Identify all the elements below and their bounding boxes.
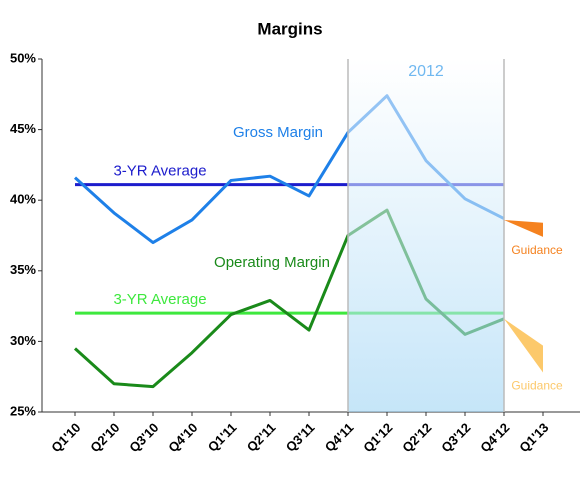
series-label: Operating Margin — [214, 254, 330, 271]
x-tick-label: Q3'10 — [126, 420, 161, 455]
x-tick-label: Q3'12 — [438, 420, 473, 455]
x-tick-label: Q2'12 — [399, 420, 434, 455]
x-tick-label: Q2'11 — [244, 420, 279, 455]
guidance-wedge — [504, 318, 543, 373]
x-tick-label: Q3'11 — [283, 420, 318, 455]
y-tick-label: 50% — [10, 50, 36, 65]
x-tick-label: Q1'12 — [360, 420, 395, 455]
chart-title: Margins — [257, 19, 322, 38]
average-label: 3-YR Average — [113, 163, 206, 180]
highlight-label: 2012 — [408, 63, 444, 80]
guidance-wedge — [504, 219, 543, 237]
y-tick-label: 35% — [10, 262, 36, 277]
x-tick-label: Q2'10 — [87, 420, 122, 455]
guidance-label: Guidance — [511, 379, 563, 393]
x-tick-label: Q4'11 — [322, 420, 357, 455]
x-tick-label: Q1'11 — [205, 420, 240, 455]
series-label: Gross Margin — [233, 124, 323, 141]
x-tick-label: Q1'10 — [48, 420, 83, 455]
y-tick-label: 30% — [10, 333, 36, 348]
guidance-label: Guidance — [511, 243, 563, 257]
y-tick-label: 40% — [10, 192, 36, 207]
y-tick-label: 25% — [10, 403, 36, 418]
highlight-region — [348, 59, 504, 412]
y-tick-label: 45% — [10, 121, 36, 136]
x-tick-label: Q1'13 — [516, 420, 551, 455]
x-tick-label: Q4'12 — [477, 420, 512, 455]
average-label: 3-YR Average — [113, 291, 206, 308]
x-tick-label: Q4'10 — [165, 420, 200, 455]
